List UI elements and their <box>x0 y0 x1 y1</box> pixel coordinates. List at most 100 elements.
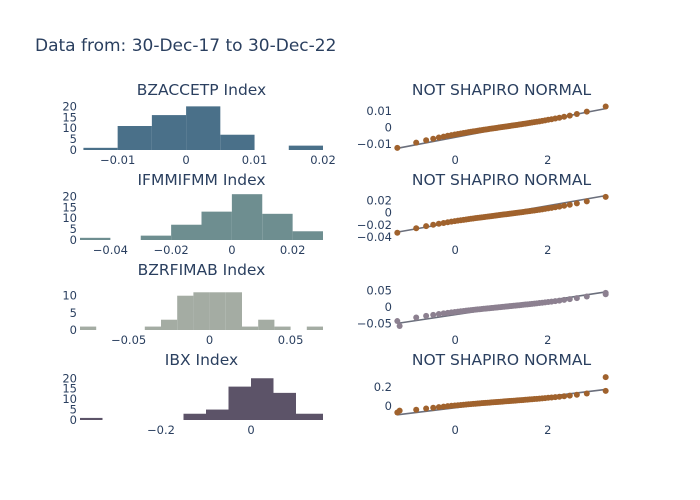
qq-point <box>574 295 580 301</box>
qq-point <box>584 293 590 299</box>
histogram-4: IBX Index05101520−0.2 0 <box>62 351 323 437</box>
qq-point <box>413 315 419 321</box>
x-tick-label: −0.01 <box>100 153 135 167</box>
qq-plot-3: −0.05 0 0.05 0 2 <box>357 283 609 347</box>
qq-point <box>423 313 429 319</box>
qq-point <box>397 323 403 329</box>
histogram-bar <box>193 292 209 330</box>
figure-title: Data from: 30-Dec-17 to 30-Dec-22 <box>35 36 336 56</box>
x-tick-label: 2 <box>544 243 551 257</box>
y-tick-label: 0 <box>385 300 392 314</box>
qq-point <box>574 200 580 206</box>
x-tick-label: 0 <box>452 243 459 257</box>
qq-point <box>567 296 573 302</box>
x-tick-label: 0 <box>452 423 459 437</box>
histogram-bar <box>171 225 201 240</box>
y-tick-label: 10 <box>62 289 77 303</box>
y-tick-label: 0.2 <box>374 380 392 394</box>
histogram-bar <box>229 387 252 420</box>
qq-point <box>413 407 419 413</box>
x-tick-label: 0 <box>452 153 459 167</box>
x-tick-label: 0.05 <box>278 333 304 347</box>
subplot-title: BZACCETP Index <box>137 81 266 99</box>
y-tick-label: 0 <box>385 121 392 135</box>
qq-plot-4: NOT SHAPIRO NORMAL 0 0.2 0 2 <box>374 351 609 437</box>
x-tick-label: −0.2 <box>147 423 175 437</box>
y-tick-label: −0.02 <box>357 218 392 232</box>
histogram-bar <box>186 106 220 150</box>
x-tick-label: −0.04 <box>93 243 128 257</box>
histogram-3: BZRFIMAB Index 0 5 10 −0.05 0 0.05 <box>62 261 323 347</box>
histogram-bar <box>307 327 323 330</box>
qq-point <box>430 312 436 318</box>
y-tick-label: 5 <box>70 306 77 320</box>
qq-point <box>584 198 590 204</box>
subplot-title: IFMMIFMM Index <box>137 171 265 189</box>
qq-point <box>430 405 436 411</box>
qq-point <box>584 109 590 115</box>
qq-point <box>567 393 573 399</box>
x-tick-label: 0 <box>182 153 189 167</box>
histogram-bar <box>293 231 323 240</box>
x-tick-label: −0.02 <box>154 243 189 257</box>
y-tick-label: 0.05 <box>366 283 392 297</box>
histogram-bar <box>202 212 232 240</box>
qq-point <box>584 391 590 397</box>
subplot-title: NOT SHAPIRO NORMAL <box>412 351 592 369</box>
x-tick-label: 0 <box>206 333 213 347</box>
histogram-bar <box>274 393 297 420</box>
histogram-bar <box>289 146 323 150</box>
subplot-title: BZRFIMAB Index <box>138 261 266 279</box>
histogram-bar <box>118 126 152 150</box>
histogram-bar <box>145 327 161 330</box>
qq-point <box>603 374 609 380</box>
qq-point <box>561 297 567 303</box>
qq-point <box>561 114 567 120</box>
qq-point <box>561 203 567 209</box>
histogram-bar <box>177 296 193 330</box>
y-tick-label: 0.01 <box>366 104 392 118</box>
histogram-bar <box>80 327 96 330</box>
x-tick-label: 0.01 <box>242 153 268 167</box>
qq-point <box>430 136 436 142</box>
x-tick-label: −0.05 <box>111 333 146 347</box>
qq-point <box>567 113 573 119</box>
y-tick-label: 20 <box>62 371 77 385</box>
qq-point <box>603 388 609 394</box>
y-tick-label: −0.01 <box>357 137 392 151</box>
y-tick-label: −0.05 <box>357 316 392 330</box>
qq-point <box>413 140 419 146</box>
qq-point <box>603 291 609 297</box>
histogram-bar <box>161 320 177 330</box>
histogram-bar <box>220 135 254 150</box>
histogram-bar <box>184 414 207 420</box>
qq-point <box>423 223 429 229</box>
x-tick-label: 0 <box>247 423 254 437</box>
x-tick-label: 2 <box>544 153 551 167</box>
y-tick-label: −0.04 <box>357 230 392 244</box>
y-tick-label: 20 <box>62 99 77 113</box>
x-tick-label: 0 <box>452 333 459 347</box>
histogram-bar <box>80 418 103 420</box>
qq-point <box>574 111 580 117</box>
y-tick-label: 20 <box>62 189 77 203</box>
histogram-bar <box>262 214 292 240</box>
qq-point <box>394 230 400 236</box>
histogram-bar <box>210 292 226 330</box>
subplot-title: NOT SHAPIRO NORMAL <box>412 81 592 99</box>
histogram-bar <box>251 378 274 420</box>
qq-point <box>603 103 609 109</box>
qq-point <box>397 408 403 414</box>
y-tick-label: 0.02 <box>366 194 392 208</box>
histogram-bar <box>242 327 258 330</box>
histogram-bar <box>274 327 290 330</box>
x-tick-label: 2 <box>544 333 551 347</box>
x-tick-label: 2 <box>544 423 551 437</box>
histogram-bar <box>141 236 171 240</box>
y-tick-label: 0 <box>70 323 77 337</box>
subplot-title: NOT SHAPIRO NORMAL <box>412 171 592 189</box>
y-tick-label: 0 <box>385 206 392 220</box>
